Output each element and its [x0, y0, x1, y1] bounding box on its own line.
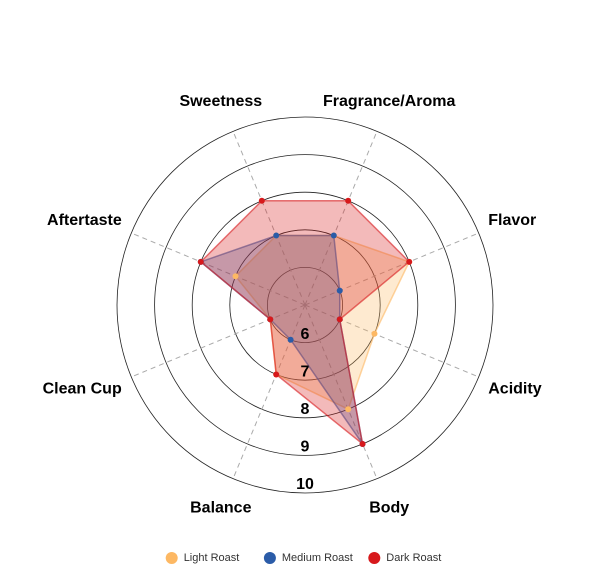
- legend-item: Dark Roast: [368, 552, 441, 564]
- category-label: Fragrance/Aroma: [323, 93, 456, 110]
- legend-marker: [368, 552, 381, 564]
- data-point: [258, 197, 265, 204]
- category-label: Balance: [190, 499, 251, 516]
- legend-marker: [165, 552, 178, 564]
- radial-axis: [131, 304, 306, 378]
- data-point: [287, 336, 294, 343]
- radial-axis: [304, 304, 378, 479]
- radial-tick-label: 9: [301, 439, 310, 456]
- radial-axis: [304, 232, 479, 306]
- legend-marker: [263, 552, 276, 564]
- grid-circle: [116, 116, 494, 494]
- data-point: [345, 197, 352, 204]
- radial-axis: [304, 131, 378, 306]
- data-point: [371, 330, 378, 337]
- data-point: [267, 316, 274, 323]
- category-label: Flavor: [488, 212, 536, 229]
- category-label: Sweetness: [179, 93, 262, 110]
- data-point: [197, 258, 204, 265]
- legend-label: Medium Roast: [282, 552, 353, 564]
- category-label: Acidity: [488, 380, 541, 397]
- data-point: [330, 232, 337, 239]
- category-label: Aftertaste: [47, 212, 122, 229]
- radial-tick-label: 10: [296, 476, 314, 493]
- data-point: [273, 371, 280, 378]
- radial-axis: [131, 232, 306, 306]
- category-label: Body: [369, 499, 409, 516]
- data-point: [406, 258, 413, 265]
- grid-circle: [154, 154, 456, 456]
- legend-item: Medium Roast: [263, 552, 353, 564]
- grid-circle: [266, 266, 343, 343]
- data-point: [273, 232, 280, 239]
- grid-circle: [191, 191, 419, 419]
- data-point: [336, 316, 343, 323]
- legend-label: Light Roast: [184, 552, 240, 564]
- legend-item: Light Roast: [165, 552, 240, 564]
- radial-axis: [304, 304, 479, 378]
- radial-axis: [232, 304, 306, 479]
- data-point: [359, 440, 366, 447]
- radial-axis: [232, 131, 306, 306]
- data-point: [345, 406, 352, 413]
- legend-label: Dark Roast: [386, 552, 441, 564]
- radial-tick-label: 6: [301, 326, 310, 343]
- radial-tick-label: 8: [301, 401, 310, 418]
- grid-circle: [229, 229, 381, 381]
- data-point: [232, 273, 239, 280]
- category-label: Clean Cup: [43, 380, 122, 397]
- data-point: [336, 287, 343, 294]
- radial-tick-label: 7: [301, 363, 310, 380]
